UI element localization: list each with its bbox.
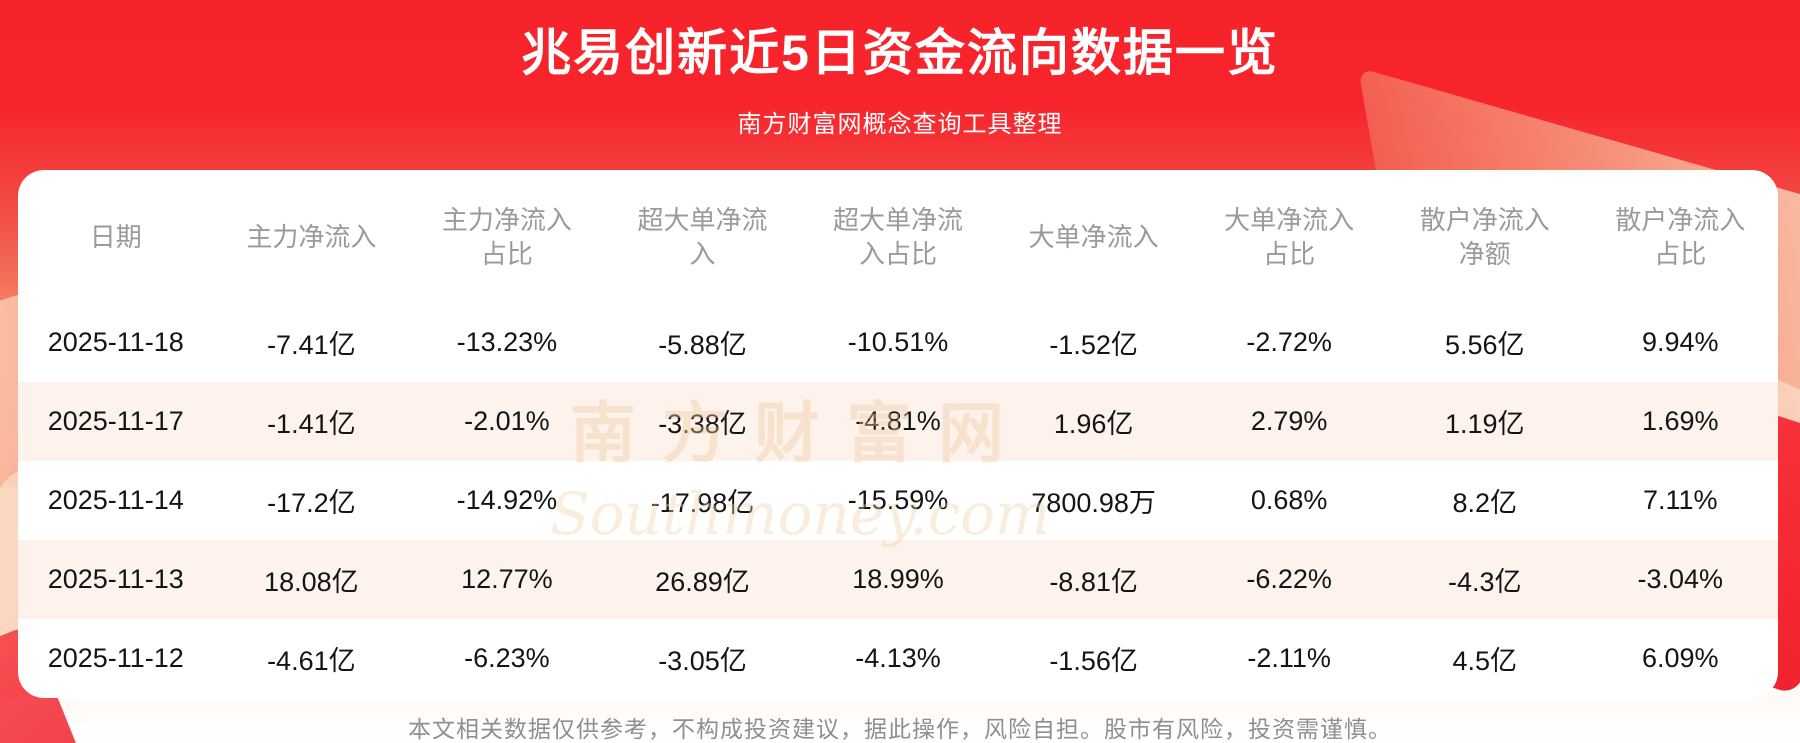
cell-super-large-net-inflow: -5.88亿	[658, 330, 747, 360]
cell-retail-net-inflow-ratio: 9.94%	[1642, 327, 1719, 357]
table-row: 2025-11-12 -4.61亿 -6.23% -3.05亿 -4.13% -…	[18, 619, 1778, 698]
cell-large-net-inflow-ratio: -6.22%	[1246, 564, 1332, 594]
column-header-large-net-inflow-ratio: 大单净流入占比	[1224, 204, 1355, 269]
cell-super-large-net-inflow-ratio: -10.51%	[847, 327, 949, 357]
cell-date: 2025-11-13	[47, 564, 184, 594]
cell-super-large-net-inflow-ratio: -4.13%	[855, 643, 941, 673]
cell-super-large-net-inflow-ratio: 18.99%	[852, 564, 944, 594]
cell-retail-net-inflow-amount: -4.3亿	[1447, 567, 1522, 597]
cell-main-net-inflow: 18.08亿	[264, 567, 359, 597]
cell-super-large-net-inflow: 26.89亿	[655, 567, 750, 597]
cell-retail-net-inflow-ratio: 6.09%	[1642, 643, 1719, 673]
column-header-super-large-net-inflow-ratio: 超大单净流入占比	[833, 204, 964, 269]
cell-main-net-inflow-ratio: -13.23%	[456, 327, 558, 357]
column-header-retail-net-inflow-ratio: 散户净流入占比	[1615, 204, 1746, 269]
cell-date: 2025-11-17	[47, 406, 184, 436]
cell-large-net-inflow: 7800.98万	[1031, 488, 1156, 518]
table-header-row: 日期 主力净流入 主力净流入占比 超大单净流入 超大单净流入占比 大单净流入 大…	[18, 170, 1778, 303]
cell-large-net-inflow: -8.81亿	[1049, 567, 1138, 597]
page-subtitle: 南方财富网概念查询工具整理	[737, 111, 1063, 138]
cell-retail-net-inflow-amount: 8.2亿	[1452, 488, 1517, 518]
cell-main-net-inflow-ratio: -14.92%	[456, 485, 558, 515]
column-header-retail-net-inflow-amount: 散户净流入净额	[1419, 204, 1550, 269]
cell-large-net-inflow-ratio: -2.11%	[1247, 643, 1331, 673]
disclaimer-text: 本文相关数据仅供参考，不构成投资建议，据此操作，风险自担。股市有风险，投资需谨慎…	[408, 716, 1392, 742]
cell-main-net-inflow-ratio: -6.23%	[464, 643, 550, 673]
cell-super-large-net-inflow: -3.05亿	[658, 646, 747, 676]
cell-large-net-inflow: -1.56亿	[1049, 646, 1138, 676]
column-header-super-large-net-inflow: 超大单净流入	[637, 204, 768, 269]
cell-main-net-inflow: -4.61亿	[267, 646, 356, 676]
cell-date: 2025-11-12	[47, 643, 184, 673]
cell-retail-net-inflow-ratio: 1.69%	[1642, 406, 1719, 436]
cell-large-net-inflow-ratio: -2.72%	[1246, 327, 1332, 357]
cell-retail-net-inflow-amount: 5.56亿	[1444, 330, 1525, 360]
column-header-main-net-inflow-ratio: 主力净流入占比	[441, 204, 572, 269]
cell-super-large-net-inflow-ratio: -4.81%	[855, 406, 941, 436]
cell-retail-net-inflow-ratio: -3.04%	[1637, 564, 1724, 594]
cell-large-net-inflow-ratio: 0.68%	[1250, 485, 1328, 515]
cell-retail-net-inflow-amount: 1.19亿	[1444, 409, 1525, 439]
cell-main-net-inflow: -7.41亿	[267, 330, 356, 360]
cell-main-net-inflow-ratio: -2.01%	[464, 406, 550, 436]
column-header-large-net-inflow: 大单净流入	[1028, 221, 1159, 252]
cell-date: 2025-11-14	[47, 485, 184, 515]
cell-super-large-net-inflow: -17.98亿	[650, 488, 755, 518]
fund-flow-table: 日期 主力净流入 主力净流入占比 超大单净流入 超大单净流入占比 大单净流入 大…	[18, 170, 1778, 698]
cell-super-large-net-inflow-ratio: -15.59%	[847, 485, 949, 515]
cell-super-large-net-inflow: -3.38亿	[658, 409, 747, 439]
cell-retail-net-inflow-ratio: 7.11%	[1643, 485, 1718, 515]
cell-main-net-inflow: -1.41亿	[267, 409, 356, 439]
table-row: 2025-11-14 -17.2亿 -14.92% -17.98亿 -15.59…	[18, 461, 1778, 540]
table-row: 2025-11-13 18.08亿 12.77% 26.89亿 18.99% -…	[18, 540, 1778, 619]
page-title: 兆易创新近5日资金流向数据一览	[521, 25, 1279, 81]
cell-large-net-inflow: 1.96亿	[1053, 409, 1134, 439]
table-row: 2025-11-18 -7.41亿 -13.23% -5.88亿 -10.51%…	[18, 303, 1778, 382]
cell-main-net-inflow-ratio: 12.77%	[461, 564, 553, 594]
page-header: 兆易创新近5日资金流向数据一览 南方财富网概念查询工具整理	[0, 24, 1800, 140]
cell-retail-net-inflow-amount: 4.5亿	[1452, 646, 1517, 676]
cell-main-net-inflow: -17.2亿	[267, 488, 356, 518]
cell-large-net-inflow-ratio: 2.79%	[1250, 406, 1328, 436]
table-row: 2025-11-17 -1.41亿 -2.01% -3.38亿 -4.81% 1…	[18, 382, 1778, 461]
cell-date: 2025-11-18	[47, 327, 184, 357]
column-header-main-net-inflow: 主力净流入	[246, 221, 377, 252]
column-header-date: 日期	[89, 221, 142, 252]
cell-large-net-inflow: -1.52亿	[1049, 330, 1138, 360]
